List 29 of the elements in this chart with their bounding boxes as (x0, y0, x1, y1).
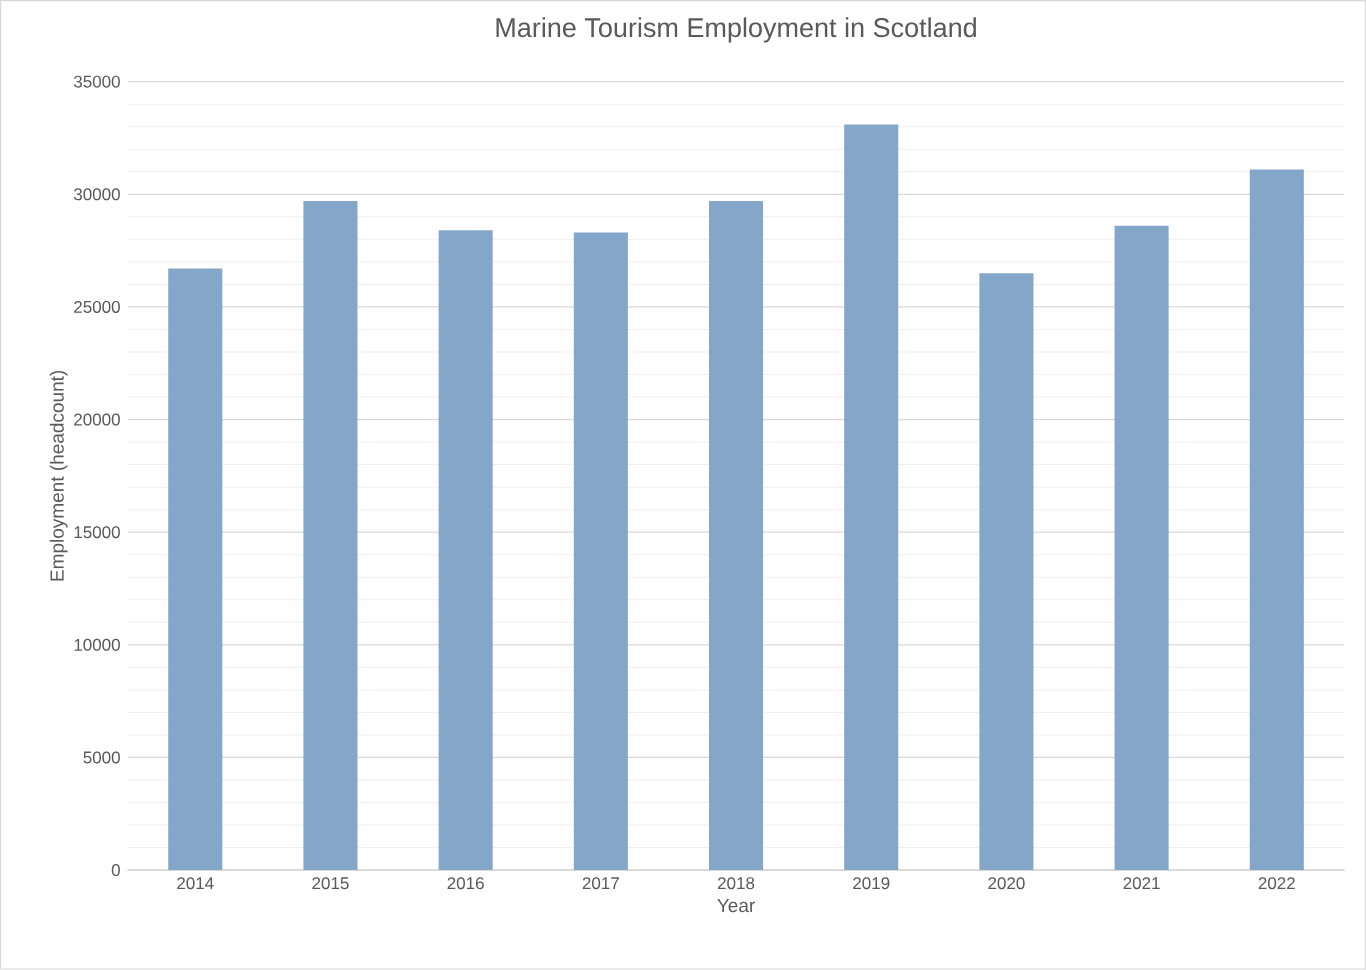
x-tick-label: 2015 (312, 877, 349, 890)
y-tick-label: 10000 (74, 638, 120, 651)
x-tick-label: 2016 (447, 877, 484, 890)
bar (303, 201, 358, 871)
bar (844, 124, 899, 871)
x-tick-label: 2014 (177, 877, 214, 890)
y-tick-label: 15000 (74, 526, 120, 539)
bar (1114, 225, 1169, 871)
y-tick-label: 25000 (74, 301, 120, 314)
x-tick-label: 2018 (717, 877, 755, 890)
x-tick-label: 2020 (988, 877, 1025, 890)
y-tick-label: 20000 (74, 413, 120, 426)
bar (438, 230, 493, 871)
y-axis-title: Employment (headcount) (49, 371, 68, 581)
x-tick-label: 2021 (1123, 877, 1160, 890)
bar (168, 268, 223, 871)
x-tick-label: 2019 (853, 877, 890, 890)
y-tick-label: 0 (111, 864, 120, 877)
y-tick-label: 35000 (73, 75, 120, 88)
x-axis-title: Year (717, 899, 755, 913)
bar (979, 273, 1034, 871)
chart-title: Marine Tourism Employment in Scotland (496, 17, 976, 43)
bar (709, 201, 764, 871)
x-tick-label: 2022 (1258, 877, 1295, 890)
bar (1249, 169, 1304, 871)
y-tick-label: 30000 (73, 188, 120, 201)
x-tick-label: 2017 (582, 877, 619, 890)
y-tick-label: 5000 (83, 751, 120, 764)
bar (573, 232, 628, 871)
